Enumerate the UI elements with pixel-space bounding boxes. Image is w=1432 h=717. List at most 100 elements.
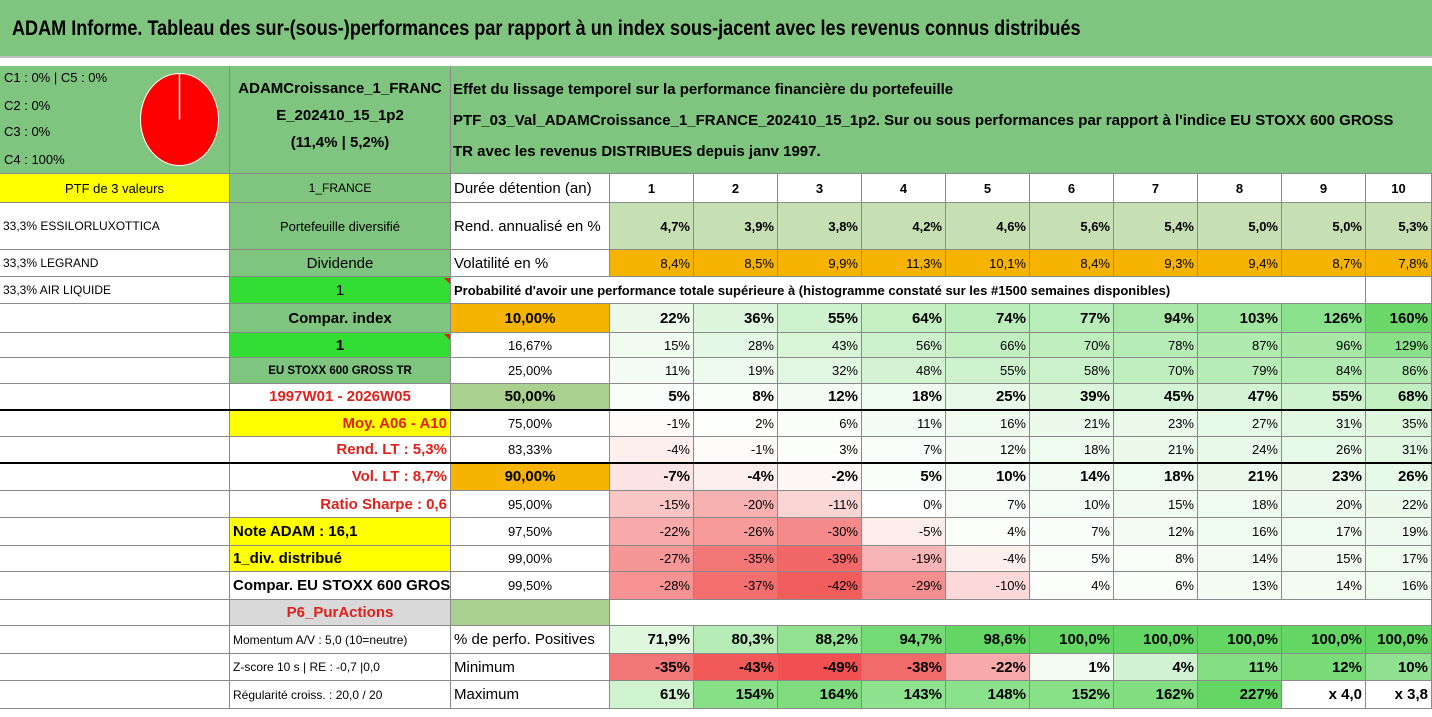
probability-level: 16,67%: [451, 333, 610, 358]
probability-value: 11%: [862, 410, 946, 437]
probability-value: -4%: [946, 546, 1030, 572]
probability-value: 84%: [1282, 358, 1366, 384]
probability-value: 7%: [862, 437, 946, 463]
probability-value: 14%: [1282, 572, 1366, 600]
probability-value: -19%: [862, 546, 946, 572]
max-value: 164%: [778, 681, 862, 709]
probability-level: 95,00%: [451, 491, 610, 518]
rend-lt-label: Rend. LT : 5,3%: [230, 437, 451, 463]
min-value: 12%: [1282, 654, 1366, 681]
rend-label: Rend. annualisé en %: [451, 203, 610, 250]
probability-value: -42%: [778, 572, 862, 600]
vol-value: 8,5%: [694, 250, 778, 277]
probability-value: 70%: [1030, 333, 1114, 358]
probability-value: -37%: [694, 572, 778, 600]
pos-value: 100,0%: [1366, 626, 1432, 654]
holding-essilorluxottica: 33,3% ESSILORLUXOTTICA: [0, 203, 230, 250]
empty-cell: [0, 491, 230, 518]
zscore-label: Z-score 10 s | RE : -0,7 |0,0: [230, 654, 451, 681]
probability-value: 22%: [1366, 491, 1432, 518]
dividend-label: Dividende: [230, 250, 451, 277]
probability-value: 5%: [610, 384, 694, 410]
rend-value: 5,4%: [1114, 203, 1198, 250]
compar-full-label: Compar. EU STOXX 600 GROSS TR: [230, 572, 451, 600]
max-value: 143%: [862, 681, 946, 709]
index-name: EU STOXX 600 GROSS TR: [230, 358, 451, 384]
probability-value: 77%: [1030, 304, 1114, 333]
country-label: 1_FRANCE: [230, 174, 451, 203]
probability-value: 35%: [1366, 410, 1432, 437]
probability-value: 31%: [1282, 410, 1366, 437]
probability-value: -5%: [862, 518, 946, 546]
probability-level: 99,00%: [451, 546, 610, 572]
max-value: 148%: [946, 681, 1030, 709]
min-label: Minimum: [451, 654, 610, 681]
empty-cell: [0, 463, 230, 491]
empty-cell: [1366, 277, 1432, 304]
year-header: 8: [1198, 174, 1282, 203]
probability-value: 39%: [1030, 384, 1114, 410]
div-distributed-label: 1_div. distribué: [230, 546, 451, 572]
pos-value: 94,7%: [862, 626, 946, 654]
vol-value: 10,1%: [946, 250, 1030, 277]
probability-level: 99,50%: [451, 572, 610, 600]
report-description: Effet du lissage temporel sur la perform…: [451, 66, 1432, 174]
ptf-label: PTF de 3 valeurs: [0, 174, 230, 203]
empty-cell: [0, 437, 230, 463]
probability-value: 10%: [946, 463, 1030, 491]
probability-value: -39%: [778, 546, 862, 572]
probability-value: 21%: [1030, 410, 1114, 437]
empty-cell: [0, 384, 230, 410]
probability-value: 23%: [1114, 410, 1198, 437]
vol-value: 9,3%: [1114, 250, 1198, 277]
sharpe-label: Ratio Sharpe : 0,6: [230, 491, 451, 518]
probability-value: 56%: [862, 333, 946, 358]
probability-value: 21%: [1114, 437, 1198, 463]
portfolio-name-line2: E_202410_15_1p2: [276, 107, 404, 124]
probability-value: 55%: [1282, 384, 1366, 410]
report-title: ADAM Informe. Tableau des sur-(sous-)per…: [12, 17, 1081, 40]
holding-legrand: 33,3% LEGRAND: [0, 250, 230, 277]
empty-cell: [0, 518, 230, 546]
probability-value: -28%: [610, 572, 694, 600]
vol-value: 9,4%: [1198, 250, 1282, 277]
dividend-value-input: 1: [230, 277, 451, 304]
probability-value: 55%: [778, 304, 862, 333]
probability-value: -30%: [778, 518, 862, 546]
probability-value: 26%: [1366, 463, 1432, 491]
empty-cell: [0, 572, 230, 600]
probability-value: 17%: [1282, 518, 1366, 546]
description-line3: TR avec les revenus DISTRIBUES depuis ja…: [453, 143, 821, 160]
probability-value: 12%: [1114, 518, 1198, 546]
regularity-label: Régularité croiss. : 20,0 / 20: [230, 681, 451, 709]
empty-cell: [0, 626, 230, 654]
probability-value: 21%: [1198, 463, 1282, 491]
probability-value: 48%: [862, 358, 946, 384]
year-header: 1: [610, 174, 694, 203]
year-header: 6: [1030, 174, 1114, 203]
min-value: 11%: [1198, 654, 1282, 681]
probability-value: -35%: [694, 546, 778, 572]
probability-value: -10%: [946, 572, 1030, 600]
vol-label: Volatilité en %: [451, 250, 610, 277]
empty-cell: [0, 546, 230, 572]
probability-value: 15%: [1282, 546, 1366, 572]
portfolio-name-line1: ADAMCroissance_1_FRANC: [238, 80, 442, 97]
probability-value: 16%: [946, 410, 1030, 437]
pos-value: 71,9%: [610, 626, 694, 654]
rend-value: 5,0%: [1198, 203, 1282, 250]
probability-value: 22%: [610, 304, 694, 333]
min-value: -43%: [694, 654, 778, 681]
min-value: -22%: [946, 654, 1030, 681]
probability-value: 0%: [862, 491, 946, 518]
probability-value: 26%: [1282, 437, 1366, 463]
vol-value: 8,4%: [1030, 250, 1114, 277]
probability-value: 19%: [1366, 518, 1432, 546]
max-value: 154%: [694, 681, 778, 709]
probability-value: -22%: [610, 518, 694, 546]
years-header: Durée détention (an): [451, 174, 610, 203]
probability-value: 74%: [946, 304, 1030, 333]
rend-value: 3,8%: [778, 203, 862, 250]
min-value: -49%: [778, 654, 862, 681]
empty-cell: [0, 333, 230, 358]
